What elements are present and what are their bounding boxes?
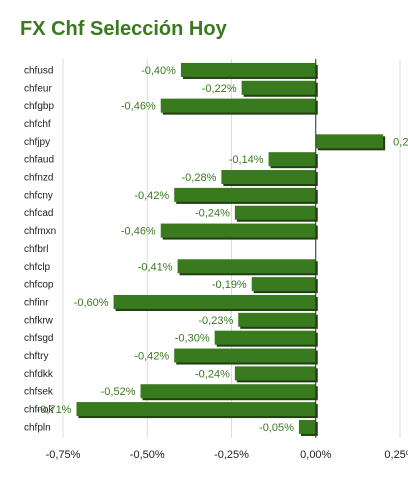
category-label: chfpln xyxy=(24,422,51,433)
bar xyxy=(315,134,384,149)
value-label: -0,42% xyxy=(134,190,169,202)
category-label: chfcop xyxy=(24,280,54,291)
x-tick-label: -0,25% xyxy=(214,449,249,461)
category-label: chfdkk xyxy=(24,369,54,380)
value-label: -0,60% xyxy=(74,297,109,309)
bar xyxy=(174,348,316,363)
bar xyxy=(241,80,316,95)
x-tick-label: -0,75% xyxy=(46,449,81,461)
category-label: chfmxn xyxy=(24,226,56,237)
value-label: -0,30% xyxy=(175,333,210,345)
bar xyxy=(234,205,316,220)
bar xyxy=(177,259,316,274)
value-label: -0,23% xyxy=(198,315,233,327)
value-label: -0,42% xyxy=(134,351,169,363)
value-label: -0,46% xyxy=(121,226,156,238)
bar xyxy=(238,312,316,327)
value-label: -0,46% xyxy=(121,101,156,113)
grid-lines xyxy=(62,59,401,438)
category-label: chfkrw xyxy=(24,315,54,326)
bar xyxy=(234,366,316,381)
category-label: chfsgd xyxy=(24,333,53,344)
value-label: -0,24% xyxy=(195,368,230,380)
value-label: -0,05% xyxy=(259,422,294,434)
category-label: chftry xyxy=(24,351,48,362)
x-tick-label: 0,00% xyxy=(300,449,331,461)
bar xyxy=(76,402,316,417)
category-label: chfusd xyxy=(24,65,53,76)
bar xyxy=(113,294,316,309)
category-labels: chfusd chfeur chfgbp chfchf chfjpy chfaud chfn… xyxy=(24,65,56,433)
value-label: -0,71% xyxy=(37,404,72,416)
category-label: chfjpy xyxy=(24,137,50,148)
category-label: chfchf xyxy=(24,119,51,130)
bar xyxy=(160,223,316,238)
category-label: chfcny xyxy=(24,190,53,201)
bar xyxy=(174,187,316,202)
category-label: chfeur xyxy=(24,83,52,94)
category-label: chfsek xyxy=(24,387,54,398)
value-label: -0,19% xyxy=(212,279,247,291)
bar xyxy=(160,98,316,113)
category-label: chfnzd xyxy=(24,173,53,184)
value-label: -0,22% xyxy=(202,83,237,95)
category-label: chfclp xyxy=(24,262,51,273)
bars xyxy=(76,62,386,436)
value-label: 0,20% xyxy=(393,136,408,148)
bar xyxy=(140,384,316,399)
x-tick-label: -0,50% xyxy=(130,449,165,461)
bar xyxy=(268,152,316,167)
bar xyxy=(180,62,316,77)
x-tick-label: 0,25% xyxy=(384,449,408,461)
bar xyxy=(298,419,316,434)
bar xyxy=(221,170,316,185)
category-label: chfinr xyxy=(24,297,49,308)
chart-title: FX Chf Selección Hoy xyxy=(20,18,227,40)
value-labels: -0,40% -0,22% -0,46% 0,20% -0,14% -0,28% -0,42… xyxy=(37,65,408,434)
value-label: -0,24% xyxy=(195,208,230,220)
bar xyxy=(251,277,316,292)
category-label: chfcad xyxy=(24,208,53,219)
value-label: -0,40% xyxy=(141,65,176,77)
category-label: chfaud xyxy=(24,155,54,166)
value-label: -0,52% xyxy=(101,386,136,398)
category-label: chfgbp xyxy=(24,101,54,112)
x-tick-labels: -0,75% -0,50% -0,25% 0,00% 0,25% xyxy=(46,449,408,461)
bar xyxy=(214,330,316,345)
value-label: -0,28% xyxy=(182,172,217,184)
value-label: -0,41% xyxy=(138,261,173,273)
value-label: -0,14% xyxy=(229,154,264,166)
category-label: chfbrl xyxy=(24,244,48,255)
category-label: chfnok xyxy=(24,405,54,416)
